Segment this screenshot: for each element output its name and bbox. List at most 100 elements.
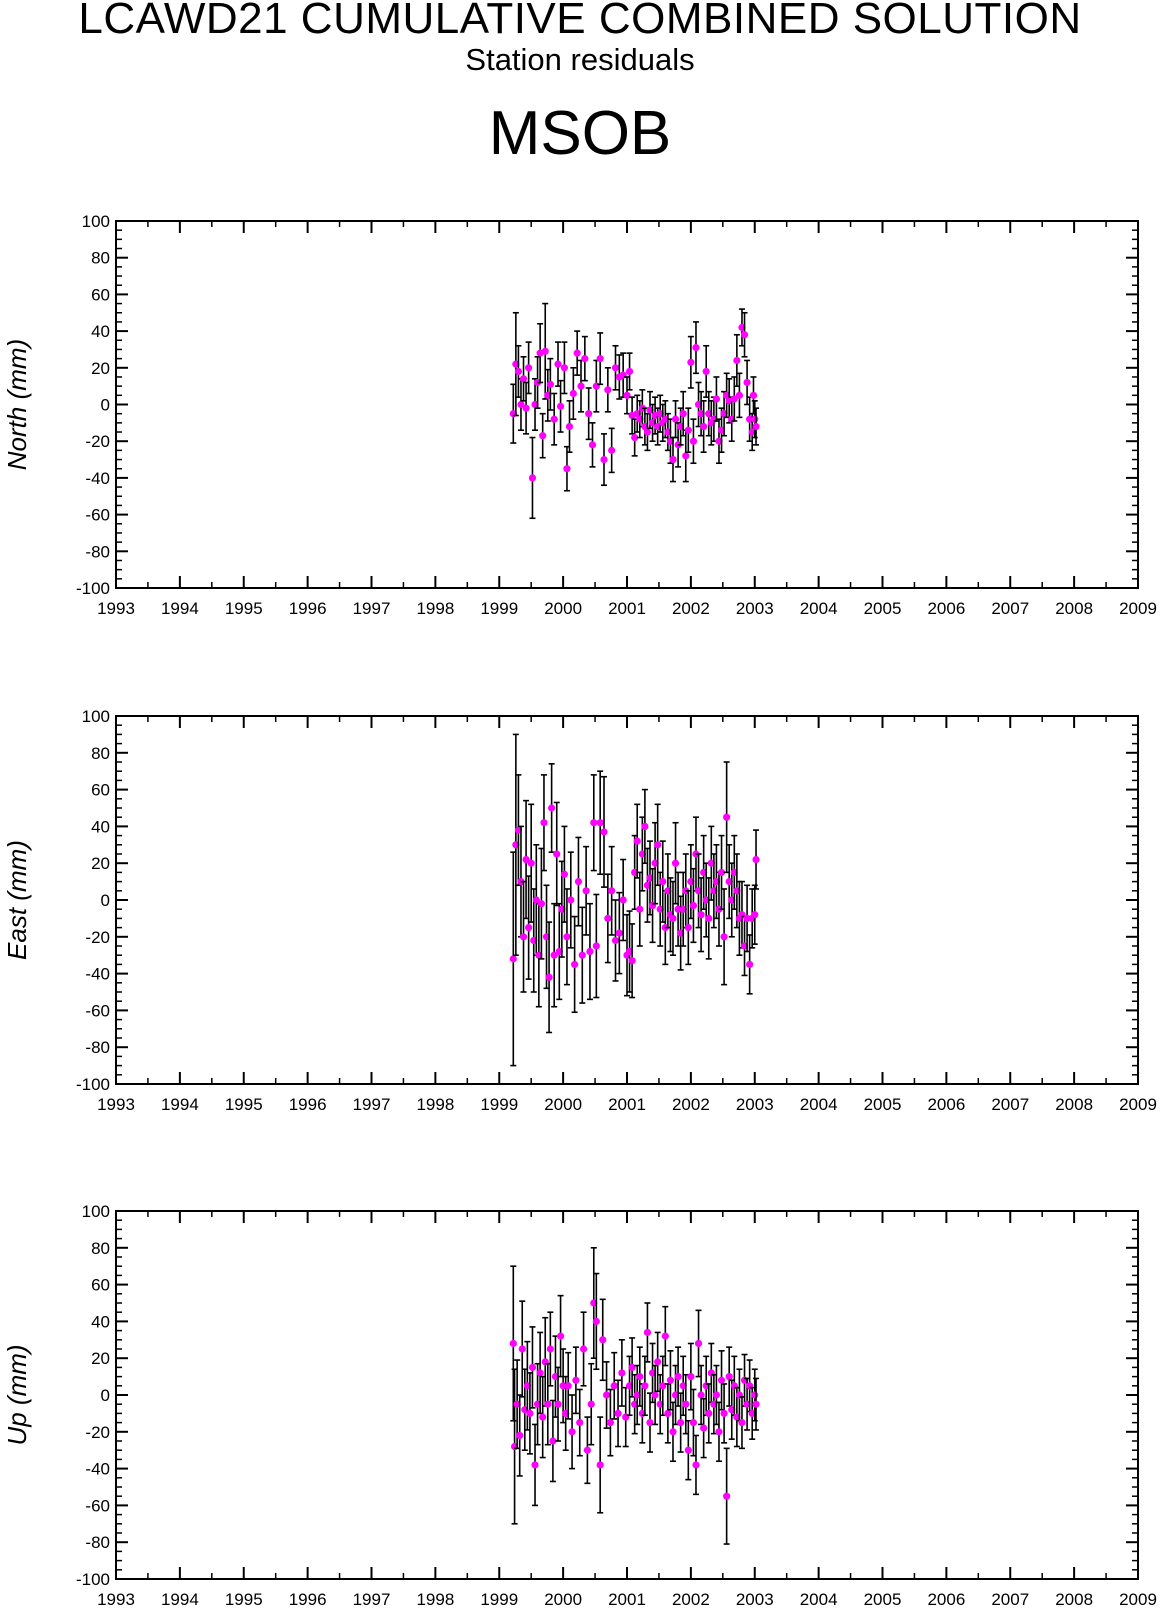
- x-tick-label: 2000: [544, 599, 582, 618]
- data-point: [636, 905, 644, 913]
- x-tick-label: 2004: [800, 599, 838, 618]
- data-point: [700, 422, 708, 431]
- data-point: [544, 1400, 552, 1408]
- x-tick-label: 2008: [1055, 1590, 1093, 1609]
- x-tick-label: 1996: [289, 1590, 327, 1609]
- data-point: [577, 382, 585, 390]
- data-point: [596, 819, 604, 827]
- data-point: [618, 1369, 626, 1377]
- data-point: [687, 1373, 695, 1381]
- data-point: [571, 960, 579, 969]
- data-point: [712, 395, 721, 403]
- data-point: [546, 380, 554, 388]
- y-tick-label: -60: [85, 506, 110, 525]
- data-point: [592, 942, 600, 950]
- data-point: [702, 367, 710, 376]
- data-point: [517, 400, 525, 409]
- y-tick-label: -20: [85, 1423, 110, 1442]
- data-point: [689, 437, 698, 445]
- x-tick-label: 1999: [480, 1590, 518, 1609]
- data-point: [730, 395, 738, 403]
- x-tick-label: 2009: [1119, 1095, 1157, 1114]
- y-tick-label: -100: [76, 579, 110, 598]
- x-tick-label: 1994: [161, 599, 199, 618]
- x-tick-label: 1998: [416, 599, 454, 618]
- x-tick-label: 2008: [1055, 599, 1093, 618]
- chart-title: LCAWD21 CUMULATIVE COMBINED SOLUTION: [78, 0, 1082, 43]
- y-tick-label: -80: [85, 542, 110, 561]
- x-tick-label: 2005: [864, 599, 902, 618]
- data-point: [628, 1363, 636, 1371]
- y-tick-label: -60: [85, 1496, 110, 1515]
- data-point: [720, 933, 728, 941]
- data-point: [514, 367, 523, 376]
- data-point: [654, 1358, 662, 1366]
- data-point: [554, 360, 562, 368]
- north-axis-label: North (mm): [2, 339, 32, 470]
- x-tick-label: 2004: [800, 1590, 838, 1609]
- data-point: [733, 356, 741, 365]
- data-point: [545, 973, 553, 981]
- y-tick-label: 80: [91, 1239, 110, 1258]
- data-point: [654, 841, 662, 849]
- data-point: [717, 868, 726, 877]
- y-tick-label: 20: [91, 1349, 110, 1368]
- data-point: [664, 1409, 672, 1417]
- data-point: [585, 410, 593, 418]
- x-tick-label: 2007: [991, 1095, 1029, 1114]
- data-point: [697, 1391, 705, 1399]
- x-tick-label: 1995: [225, 1590, 263, 1609]
- y-tick-label: -60: [85, 1001, 110, 1020]
- data-point: [604, 386, 612, 394]
- data-point: [615, 929, 623, 937]
- y-tick-label: -40: [85, 469, 110, 488]
- x-tick-label: 1998: [416, 1095, 454, 1114]
- data-point: [525, 924, 533, 932]
- y-tick-label: -40: [85, 965, 110, 984]
- data-point: [740, 331, 749, 339]
- up-axis-label: Up (mm): [2, 1344, 32, 1445]
- x-tick-label: 2005: [864, 1095, 902, 1114]
- x-tick-label: 1993: [97, 1590, 135, 1609]
- data-point: [636, 1373, 644, 1381]
- data-point: [633, 837, 641, 845]
- data-point: [568, 1428, 576, 1436]
- data-point: [723, 813, 731, 821]
- data-point: [553, 850, 561, 858]
- y-tick-label: 80: [91, 249, 110, 268]
- data-point: [590, 819, 598, 827]
- data-point: [576, 1419, 584, 1427]
- data-point: [611, 936, 620, 945]
- data-point: [623, 391, 631, 399]
- data-point: [579, 1345, 588, 1353]
- y-tick-label: 100: [82, 707, 110, 726]
- data-point: [723, 1492, 731, 1500]
- data-point: [596, 355, 604, 363]
- data-point: [532, 896, 540, 904]
- data-point: [581, 355, 589, 363]
- north-panel: 1993 1994 1995 1996 1997 1998 1999 2000 2001 2002…: [2, 212, 1157, 618]
- x-tick-label: 1996: [289, 599, 327, 618]
- y-tick-label: 0: [101, 1386, 110, 1405]
- x-tick-label: 1999: [480, 599, 518, 618]
- x-tick-label: 1997: [353, 599, 391, 618]
- y-tick-label: -80: [85, 1038, 110, 1057]
- data-point: [628, 957, 636, 965]
- data-point: [671, 415, 680, 423]
- y-tick-label: 100: [82, 212, 110, 231]
- data-point: [574, 878, 583, 886]
- data-point: [651, 1391, 659, 1399]
- east-panel: 1993 1994 1995 1996 1997 1998 1999 2000 2001 2002…: [2, 707, 1157, 1114]
- data-point: [604, 914, 612, 923]
- x-tick-label: 2003: [736, 599, 774, 618]
- y-tick-label: 40: [91, 322, 110, 341]
- y-tick-label: -100: [76, 1570, 110, 1589]
- data-point: [531, 1461, 539, 1469]
- data-point: [522, 404, 530, 412]
- data-point: [751, 911, 759, 919]
- data-point: [751, 1391, 759, 1399]
- x-tick-label: 1994: [161, 1590, 199, 1609]
- data-point: [643, 428, 652, 436]
- data-point: [725, 1373, 733, 1381]
- y-tick-label: 40: [91, 1312, 110, 1331]
